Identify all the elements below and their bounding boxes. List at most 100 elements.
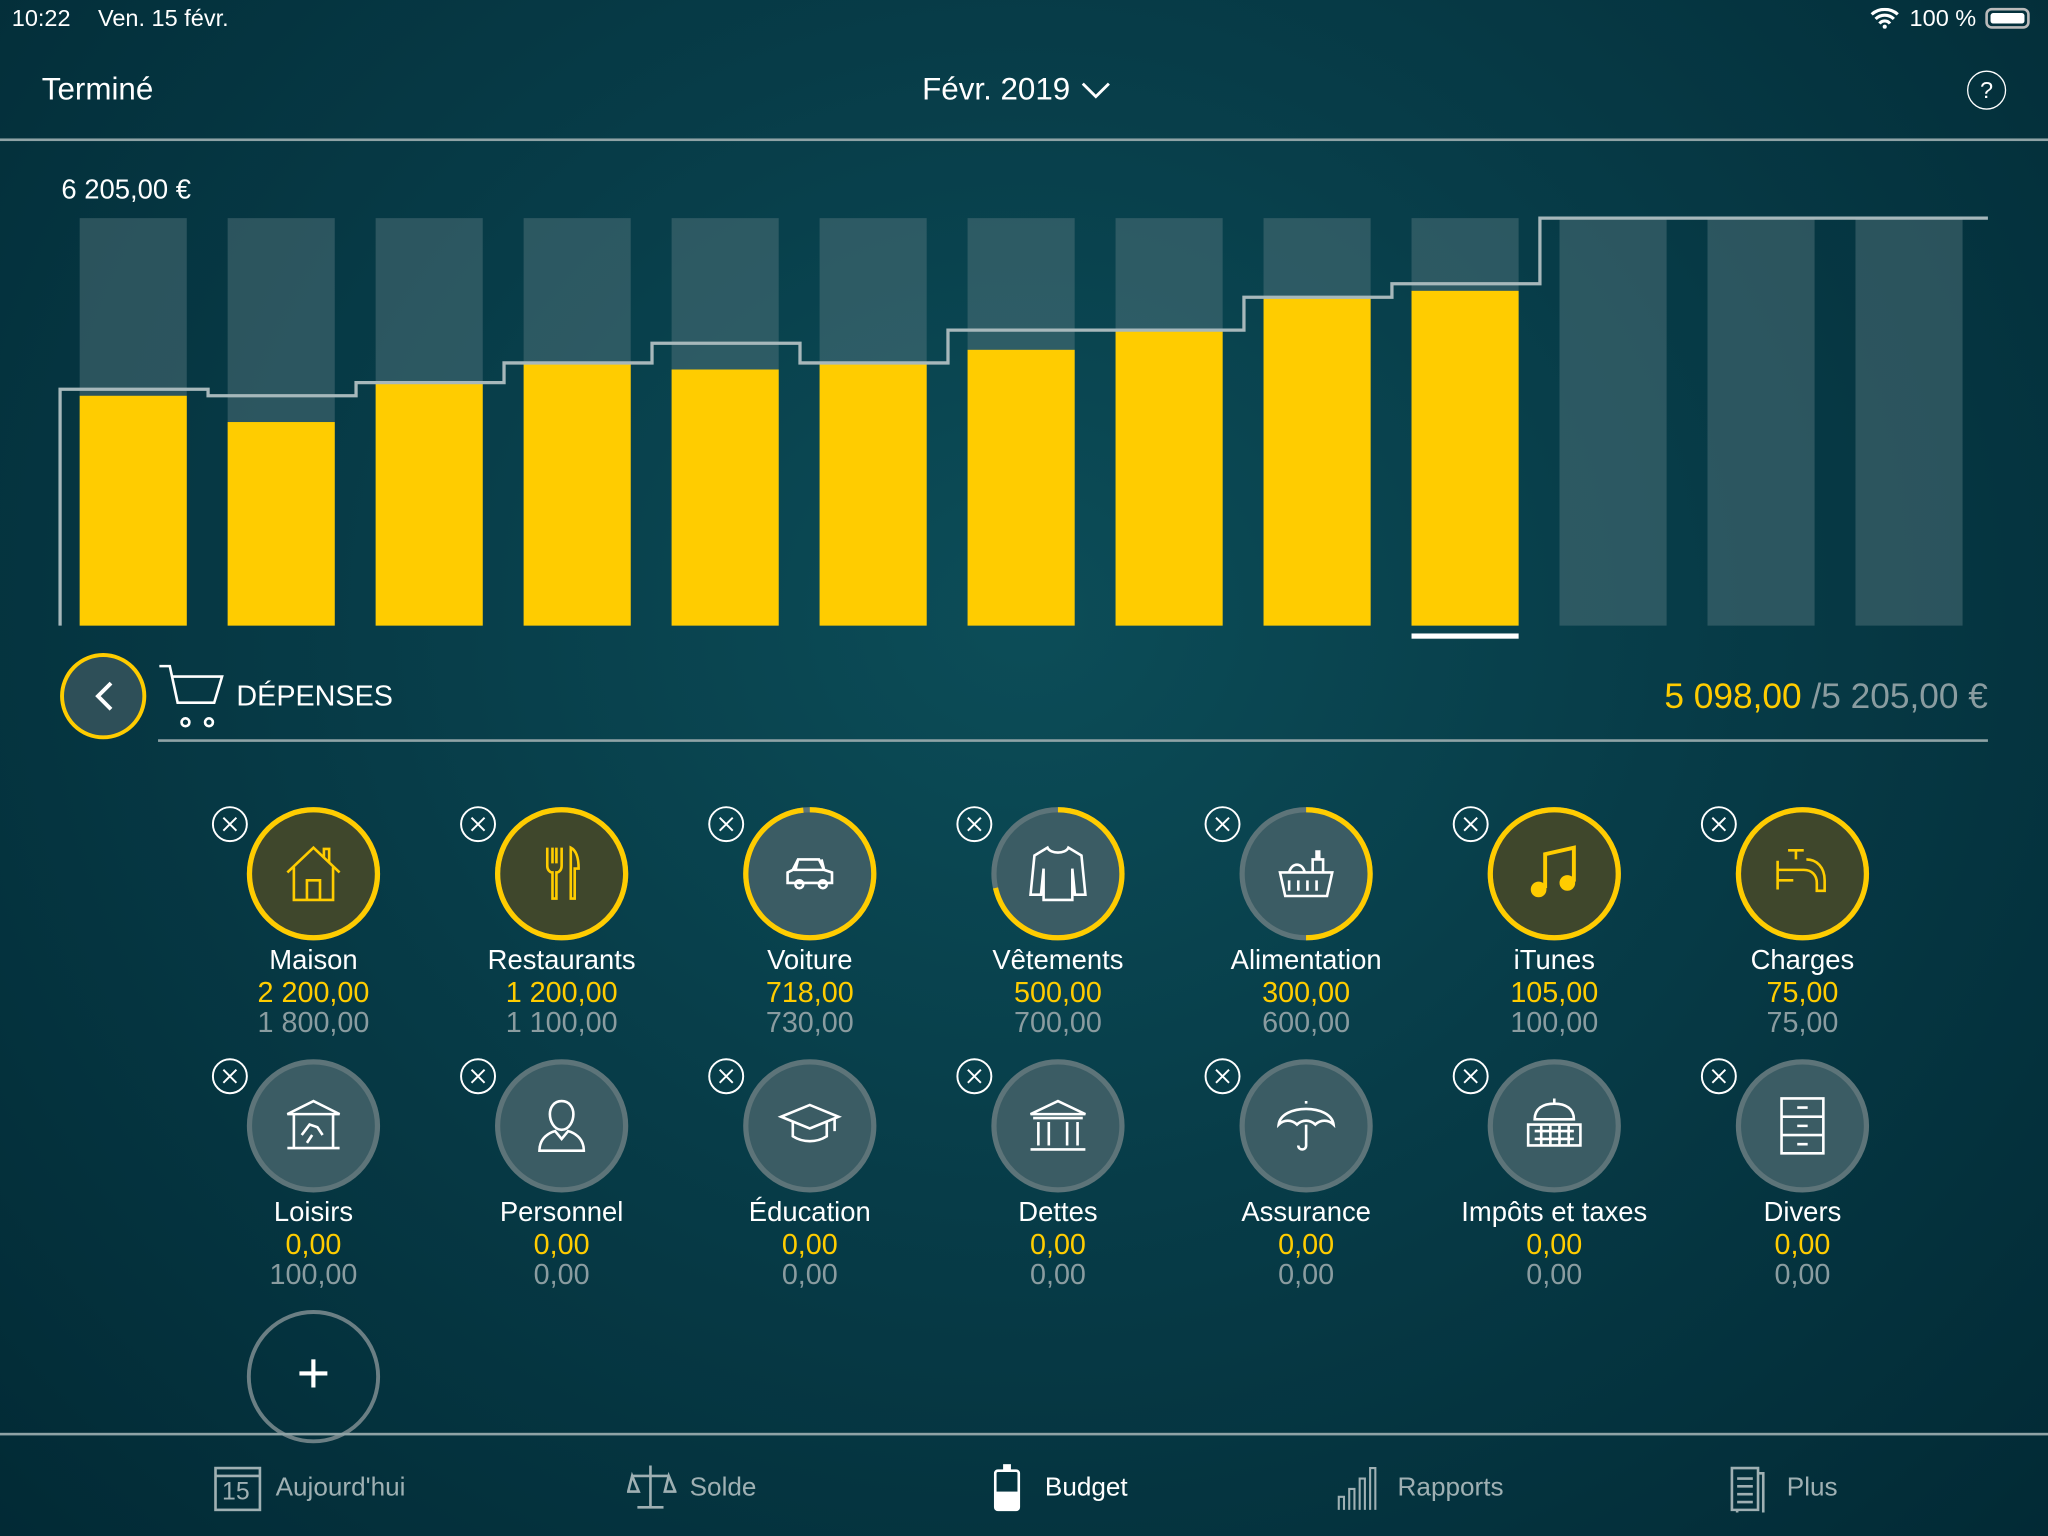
category-budget: 100,00 <box>1510 1005 1599 1039</box>
category-name: Divers <box>1763 1197 1842 1228</box>
section-title: DÉPENSES <box>236 679 393 712</box>
category-vêtements[interactable]: Vêtements 500,00 700,00 <box>934 806 1182 1037</box>
budget-icon <box>982 1463 1032 1513</box>
category-ring[interactable] <box>956 806 1126 942</box>
tab-budget[interactable]: Budget <box>982 1463 1128 1513</box>
category-budget: 600,00 <box>1262 1005 1351 1039</box>
government-icon <box>1526 1098 1582 1147</box>
category-ring[interactable] <box>1204 806 1374 942</box>
category-ring[interactable] <box>1204 1058 1374 1194</box>
category-ring[interactable] <box>211 806 382 942</box>
budget-bar-background[interactable] <box>1559 218 1667 626</box>
category-spent: 0,00 <box>1029 1227 1086 1261</box>
help-button[interactable]: ? <box>1967 70 2007 110</box>
category-spent: 1 200,00 <box>505 975 618 1009</box>
remove-category-icon[interactable] <box>708 1058 745 1095</box>
selected-bar-indicator[interactable] <box>1411 633 1519 639</box>
spent-bar[interactable] <box>227 422 335 626</box>
category-ring[interactable] <box>460 1058 630 1194</box>
category-spent: 0,00 <box>1526 1227 1583 1261</box>
spent-bar[interactable] <box>671 369 779 626</box>
section-divider <box>158 739 1988 742</box>
category-dettes[interactable]: Dettes 0,00 0,00 <box>934 1058 1182 1289</box>
remove-category-icon[interactable] <box>1700 1058 1738 1095</box>
document-icon <box>1724 1463 1774 1517</box>
remove-category-icon[interactable] <box>460 806 497 843</box>
spent-bar[interactable] <box>79 395 187 626</box>
carousel-icon <box>286 1099 341 1150</box>
budget-bar-background[interactable] <box>1707 218 1815 626</box>
spent-bar[interactable] <box>375 382 483 626</box>
category-spent: 300,00 <box>1262 975 1351 1009</box>
category-budget: 75,00 <box>1766 1005 1839 1039</box>
category-ring[interactable] <box>708 1058 878 1194</box>
remove-category-icon[interactable] <box>1700 806 1738 843</box>
category-spent: 0,00 <box>285 1227 342 1261</box>
budget-bar-background[interactable] <box>1855 218 1963 626</box>
category-loisirs[interactable]: Loisirs 0,00 100,00 <box>189 1058 437 1289</box>
spent-bar[interactable] <box>1411 290 1519 626</box>
remove-category-icon[interactable] <box>1204 1058 1241 1095</box>
category-budget: 0,00 <box>1774 1257 1831 1291</box>
category-ring[interactable] <box>1452 1058 1622 1194</box>
category-personnel[interactable]: Personnel 0,00 0,00 <box>438 1058 686 1289</box>
category-name: Éducation <box>748 1197 871 1228</box>
tab-plus[interactable]: Plus <box>1724 1463 1838 1517</box>
category-voiture[interactable]: Voiture 718,00 730,00 <box>686 806 934 1037</box>
period-selector[interactable]: Févr. 2019 <box>922 72 1112 109</box>
category-charges[interactable]: Charges 75,00 75,00 <box>1678 806 1926 1037</box>
category-éducation[interactable]: Éducation 0,00 0,00 <box>686 1058 934 1289</box>
budget-bar-chart[interactable] <box>0 196 2048 653</box>
category-alimentation[interactable]: Alimentation 300,00 600,00 <box>1182 806 1430 1037</box>
category-budget: 0,00 <box>1526 1257 1583 1291</box>
remove-category-icon[interactable] <box>1452 806 1489 843</box>
category-budget: 0,00 <box>533 1257 590 1291</box>
total-spent: 5 098,00 <box>1664 676 1802 716</box>
spent-bar[interactable] <box>523 362 631 626</box>
category-impôts-et-taxes[interactable]: Impôts et taxes 0,00 0,00 <box>1430 1058 1678 1289</box>
category-ring[interactable] <box>460 806 630 942</box>
category-name: Impôts et taxes <box>1461 1197 1648 1228</box>
umbrella-icon <box>1276 1101 1336 1151</box>
remove-category-icon[interactable] <box>1204 806 1241 843</box>
back-button[interactable] <box>60 653 147 740</box>
category-name: Maison <box>269 945 358 976</box>
person-icon <box>538 1099 586 1152</box>
category-ring[interactable] <box>1700 1058 1871 1194</box>
progress-arc <box>495 807 629 941</box>
category-ring[interactable] <box>1452 806 1622 942</box>
battery-icon <box>1985 7 2030 29</box>
tab-solde[interactable]: Solde <box>626 1463 756 1513</box>
category-ring[interactable] <box>708 806 878 942</box>
tab-rapports[interactable]: Rapports <box>1335 1463 1504 1513</box>
spent-bar[interactable] <box>967 349 1075 626</box>
category-assurance[interactable]: Assurance 0,00 0,00 <box>1182 1058 1430 1289</box>
category-ring[interactable] <box>956 1058 1126 1194</box>
category-spent: 500,00 <box>1013 975 1102 1009</box>
spent-bar[interactable] <box>1115 330 1223 626</box>
remove-category-icon[interactable] <box>211 806 249 843</box>
spent-bar[interactable] <box>1263 297 1371 626</box>
section-total: 5 098,00 /5 205,00 € <box>1664 677 1988 717</box>
remove-category-icon[interactable] <box>1452 1058 1489 1095</box>
spent-bar[interactable] <box>819 362 927 626</box>
category-divers[interactable]: Divers 0,00 0,00 <box>1678 1058 1926 1289</box>
remove-category-icon[interactable] <box>708 806 745 843</box>
category-name: Loisirs <box>273 1197 354 1228</box>
category-name: iTunes <box>1513 945 1595 976</box>
category-itunes[interactable]: iTunes 105,00 100,00 <box>1430 806 1678 1037</box>
category-name: Assurance <box>1241 1197 1371 1228</box>
remove-category-icon[interactable] <box>460 1058 497 1095</box>
add-category-button[interactable]: + <box>246 1310 381 1444</box>
tab-aujourd-hui[interactable]: 15 Aujourd'hui <box>213 1463 405 1513</box>
category-restaurants[interactable]: Restaurants 1 200,00 1 100,00 <box>438 806 686 1037</box>
remove-category-icon[interactable] <box>956 1058 993 1095</box>
progress-arc <box>991 807 1125 941</box>
category-ring[interactable] <box>1700 806 1871 942</box>
category-ring[interactable] <box>211 1058 382 1194</box>
remove-category-icon[interactable] <box>211 1058 249 1095</box>
remove-category-icon[interactable] <box>956 806 993 843</box>
category-maison[interactable]: Maison 2 200,00 1 800,00 <box>189 806 437 1037</box>
done-button[interactable]: Terminé <box>41 71 154 108</box>
category-spent: 718,00 <box>765 975 854 1009</box>
